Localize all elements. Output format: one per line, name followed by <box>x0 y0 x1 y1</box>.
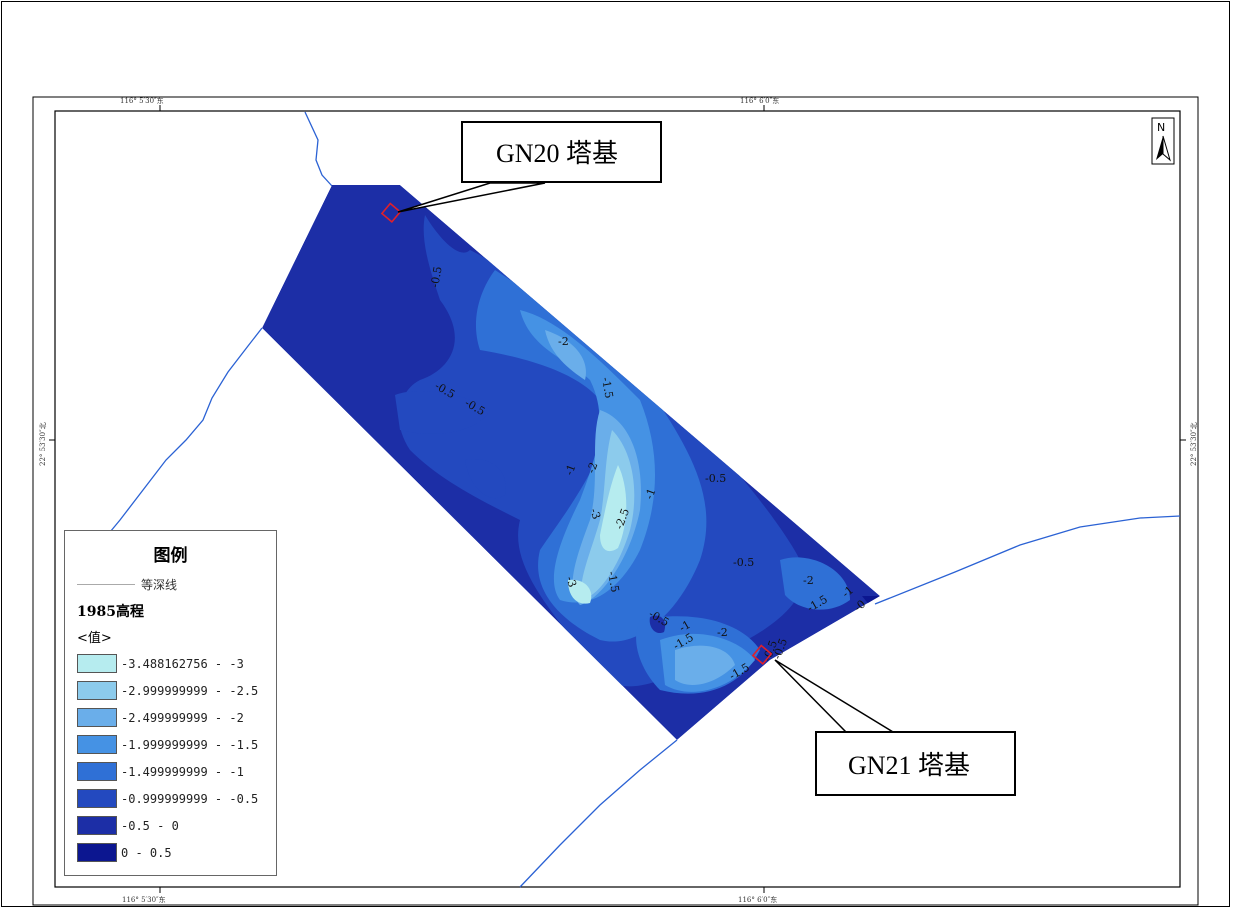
contour-label: -0.5 <box>705 472 726 485</box>
depth-zone-3b <box>568 579 592 604</box>
legend-swatch <box>77 816 117 835</box>
legend-class-label: -2.999999999 - -2.5 <box>121 683 259 698</box>
legend-class-label: -1.999999999 - -1.5 <box>121 737 259 752</box>
coord-bottom-left: 116° 5′30″东 <box>122 895 166 904</box>
legend-class-row: -0.999999999 - -0.5 <box>77 787 264 810</box>
depth-zone-2c <box>675 645 735 685</box>
legend-swatch <box>77 735 117 754</box>
coord-left-lat: 22° 53′30″北 <box>39 422 47 466</box>
legend-class-row: -1.499999999 - -1 <box>77 760 264 783</box>
depth-zone-1c <box>780 557 850 610</box>
north-letter: N <box>1157 121 1165 134</box>
depth-zone-05b <box>395 390 490 434</box>
coord-top-left: 116° 5′30″东 <box>120 96 164 105</box>
legend-class-list: -3.488162756 - -3 -2.999999999 - -2.5 -2.4… <box>77 652 264 864</box>
legend-class-label: -2.499999999 - -2 <box>121 710 244 725</box>
north-arrow: N <box>1151 117 1175 165</box>
depth-zone-pos <box>862 596 880 606</box>
legend-class-label: 0 - 0.5 <box>121 845 172 860</box>
contour-label: -3 <box>587 507 603 522</box>
legend-class-label: -0.5 - 0 <box>121 818 179 833</box>
depth-zone-2 <box>545 330 586 380</box>
contour-label: -2 <box>717 626 728 639</box>
legend-swatch <box>77 762 117 781</box>
depth-zone-05c <box>465 459 506 499</box>
legend-class-row: -0.5 - 0 <box>77 814 264 837</box>
contour-label: -2 <box>558 335 569 348</box>
legend-class-row: -1.999999999 - -1.5 <box>77 733 264 756</box>
legend-class-label: -3.488162756 - -3 <box>121 656 244 671</box>
gn20-callout-label: GN20 塔基 <box>496 139 618 168</box>
legend-contour-label: 等深线 <box>141 578 178 592</box>
contour-label: -0.5 <box>428 265 444 288</box>
north-arrow-half <box>1162 135 1171 162</box>
coord-right-lat: 22° 53′30″北 <box>1190 422 1198 466</box>
contour-label: -1 <box>563 463 579 478</box>
river-west <box>65 327 263 586</box>
contour-label: -1.5 <box>599 376 615 399</box>
coord-top-right: 116° 6′0″东 <box>740 96 779 105</box>
contour-label: -2 <box>585 461 601 476</box>
gn21-callout-box[interactable] <box>815 731 1016 796</box>
legend-contour-entry: 等深线 <box>77 576 264 593</box>
legend-swatch <box>77 843 117 862</box>
legend-field-name: <值> <box>77 631 112 646</box>
river-south <box>519 739 678 888</box>
depth-spot <box>649 615 666 634</box>
coord-bottom-right: 116° 6′0″东 <box>738 895 777 904</box>
depth-zone-1 <box>475 270 707 642</box>
map-legend: 图例 等深线 1985高程 <值> -3.488162756 - -3 -2.99… <box>64 530 277 876</box>
river-lines <box>65 111 1181 888</box>
river-north <box>304 111 333 187</box>
legend-class-label: -1.499999999 - -1 <box>121 764 244 779</box>
gn21-callout-label: GN21 塔基 <box>848 751 970 780</box>
depth-zone-3 <box>600 465 627 552</box>
contour-label: -0.5 <box>733 556 754 569</box>
contour-label: -3 <box>563 575 579 590</box>
gn20-callout-box[interactable] <box>461 121 662 183</box>
legend-class-row: 0 - 0.5 <box>77 841 264 864</box>
contour-label: -2 <box>803 574 814 587</box>
gn21-marker[interactable] <box>751 644 773 665</box>
legend-swatch <box>77 681 117 700</box>
legend-swatch <box>77 789 117 808</box>
legend-class-label: -0.999999999 - -0.5 <box>121 791 259 806</box>
legend-swatch <box>77 708 117 727</box>
legend-title: 图例 <box>153 546 188 566</box>
legend-layer-name: 1985高程 <box>77 604 144 620</box>
depth-raster <box>262 185 880 740</box>
contour-label: -1.5 <box>605 570 621 593</box>
north-arrow-icon <box>1156 136 1163 160</box>
contour-line-icon <box>77 584 135 585</box>
contour-label: -1 <box>643 487 659 502</box>
legend-class-row: -3.488162756 - -3 <box>77 652 264 675</box>
gn20-marker[interactable] <box>380 202 402 223</box>
river-east <box>874 515 1181 605</box>
outer-neatline <box>32 96 1199 906</box>
legend-class-row: -2.999999999 - -2.5 <box>77 679 264 702</box>
legend-swatch <box>77 654 117 673</box>
legend-class-row: -2.499999999 - -2 <box>77 706 264 729</box>
